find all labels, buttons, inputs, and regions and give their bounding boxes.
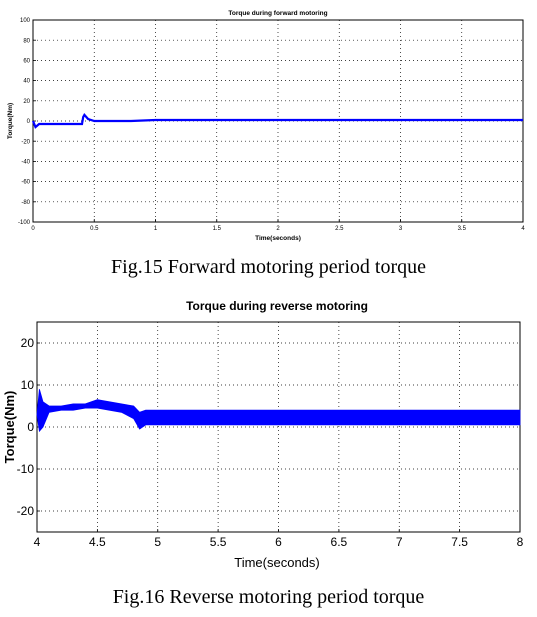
chart2-ytick-label: 0: [27, 420, 34, 434]
chart2-ytick-label: -20: [17, 504, 35, 518]
chart1-ytick-label: 60: [23, 59, 30, 65]
chart1-ytick-label: 40: [23, 79, 30, 85]
chart1-ytick-label: -20: [21, 139, 30, 145]
chart2-ytick-label: -10: [17, 462, 35, 476]
chart1-ytick-label: 20: [23, 99, 30, 105]
chart1-xtick-label: 1.5: [213, 226, 222, 232]
chart2-xtick-label: 5.5: [210, 535, 227, 549]
chart1-xtick-label: 0: [31, 226, 35, 232]
chart1-ytick-label: -100: [18, 220, 31, 226]
chart2-xtick-label: 8: [517, 535, 524, 549]
chart2-xtick-label: 4: [34, 535, 41, 549]
chart2-xtick-label: 7.5: [451, 535, 468, 549]
chart1-xtick-label: 4: [521, 226, 525, 232]
chart2-series: [36, 389, 521, 433]
chart1-ytick-label: -40: [21, 160, 30, 166]
chart1-ytick-label: -80: [21, 200, 30, 206]
chart2-xtick-label: 6.5: [331, 535, 348, 549]
figure-15-caption: Fig.15 Forward motoring period torque: [111, 256, 426, 278]
chart2-ytick-label: 20: [21, 336, 35, 350]
chart1-series: [31, 113, 523, 129]
chart2-ticks: 4 4.5 5 5.5 6 6.5 7 7.5 8 20 10 0 -10 -20: [17, 336, 524, 549]
chart2-title: Torque during reverse motoring: [186, 299, 368, 313]
chart-reverse-motoring: Torque during reverse motoring 4 4.5 5 5.5 6…: [2, 299, 524, 570]
chart1-xtick-label: 1: [154, 226, 158, 232]
chart2-xtick-label: 5: [154, 535, 161, 549]
chart1-xtick-label: 2: [276, 226, 280, 232]
chart2-xtick-label: 6: [275, 535, 282, 549]
chart1-title: Torque during forward motoring: [228, 10, 327, 17]
chart1-ytick-label: 0: [27, 119, 31, 125]
chart2-xtick-label: 4.5: [89, 535, 106, 549]
chart2-xtick-label: 7: [396, 535, 403, 549]
chart1-xtick-label: 3.5: [458, 226, 467, 232]
chart1-ticks: 0 0.5 1 1.5 2 2.5 3 3.5 4 100 80 60 40 20 0 -20 -40 -60 -8…: [18, 18, 525, 232]
figure-16-caption: Fig.16 Reverse motoring period torque: [112, 586, 425, 608]
chart2-grid: [37, 322, 520, 532]
chart1-xlabel: Time(seconds): [255, 235, 301, 242]
chart1-ylabel: Torque(Nm): [7, 103, 14, 139]
chart2-xlabel: Time(seconds): [234, 555, 319, 570]
chart2-series-band: [36, 389, 521, 433]
chart1-xtick-label: 0.5: [90, 226, 99, 232]
chart1-ytick-label: -60: [21, 180, 30, 186]
chart2-ytick-label: 10: [21, 378, 35, 392]
chart-forward-motoring: Torque during forward motoring 0 0.5 1 1.5 2…: [7, 10, 525, 242]
chart1-xtick-label: 2.5: [335, 226, 344, 232]
chart2-ylabel: Torque(Nm): [2, 391, 17, 464]
chart1-xtick-label: 3: [399, 226, 403, 232]
chart1-ytick-label: 80: [23, 38, 30, 44]
chart1-ytick-label: 100: [20, 18, 31, 24]
chart1-series-line: [31, 113, 523, 129]
